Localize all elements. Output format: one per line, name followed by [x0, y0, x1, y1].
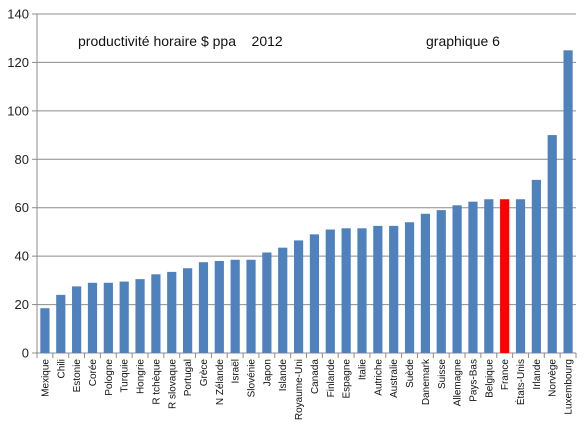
bar: [198, 262, 209, 353]
bar: [262, 252, 272, 353]
bar: [40, 308, 50, 353]
bar: [341, 228, 351, 353]
x-tick-label: Espagne: [342, 359, 353, 399]
x-tick-label: Islande: [278, 359, 289, 392]
bar: [325, 229, 335, 353]
x-tick-label: France: [500, 359, 511, 391]
bar: [547, 135, 557, 353]
y-tick-labels: 0 20 40 60 80 100 120 140: [7, 7, 29, 361]
x-tick-label: Italie: [357, 359, 368, 381]
x-tick-label: Slovénie: [247, 359, 258, 398]
x-tick-label: Turquie: [120, 359, 131, 393]
bar: [404, 222, 415, 353]
bar: [373, 225, 383, 353]
x-tick-label: Allemagne: [453, 359, 464, 407]
x-tick-label: Pays-Bas: [468, 359, 479, 402]
bars: [40, 50, 573, 353]
bar: [484, 199, 494, 353]
bar: [293, 240, 304, 353]
y-tick-label: 100: [7, 103, 29, 118]
x-tick-label: R tchèque: [151, 359, 162, 405]
bar: [119, 281, 129, 353]
x-tick-label: Autriche: [373, 359, 384, 396]
chart-annotation-label: graphique 6: [426, 33, 500, 49]
chart-annotation-title: productivité horaire $ ppa 2012: [78, 33, 283, 49]
x-tick-label: Mexique: [40, 359, 51, 397]
bar: [357, 228, 367, 353]
x-tick-label: Chili: [56, 359, 67, 378]
y-tick-label: 120: [7, 55, 29, 70]
gridlines: [37, 13, 576, 306]
bar: [515, 199, 526, 353]
bar: [246, 259, 256, 353]
x-tick-label: Australie: [389, 359, 400, 398]
x-tick-label: États-Unis: [514, 359, 527, 405]
x-tick-label: Canada: [310, 359, 321, 394]
y-tick-label: 0: [22, 346, 29, 361]
bar: [183, 268, 193, 353]
bar: [531, 179, 541, 353]
bar: [278, 247, 288, 353]
x-tick-label: N Zélande: [215, 359, 226, 406]
bar: [151, 274, 161, 353]
x-tick-label: Grèce: [199, 359, 210, 387]
y-tick-label: 140: [7, 7, 29, 22]
x-tick-label: Corée: [88, 359, 99, 387]
bar: [135, 279, 145, 353]
axes: [32, 13, 577, 358]
x-tick-label: Finlande: [326, 359, 337, 398]
bar: [309, 234, 320, 353]
x-tick-label: Portugal: [183, 359, 194, 396]
x-tick-label: Israël: [231, 359, 242, 383]
bar: [452, 205, 462, 353]
bar: [56, 294, 66, 353]
x-tick-label: Hongrie: [136, 359, 147, 394]
bar: [563, 50, 573, 353]
x-tick-label: Suisse: [437, 359, 448, 389]
x-tick-labels: Mexique Chili Estonie Corée Pologne Turquie Ho…: [40, 358, 574, 420]
y-tick-label: 80: [15, 152, 29, 167]
bar: [389, 225, 399, 353]
bar: [103, 282, 113, 353]
x-tick-label: Suède: [405, 359, 416, 388]
x-tick-label: Royaume-Uni: [294, 359, 305, 420]
x-tick-label: Norvège: [548, 359, 559, 397]
y-tick-label: 40: [15, 249, 29, 264]
bar: [214, 260, 224, 353]
x-tick-label: Belgique: [484, 359, 495, 398]
bar: [230, 259, 240, 353]
x-tick-label: Danemark: [421, 358, 432, 405]
x-tick-label: Irlande: [532, 359, 543, 390]
bar: [436, 210, 446, 353]
bar: [87, 282, 98, 353]
y-tick-label: 60: [15, 200, 29, 215]
bar: [167, 271, 177, 353]
x-tick-label: Luxembourg: [564, 359, 575, 415]
x-tick-label: Estonie: [72, 359, 83, 393]
bar: [420, 213, 430, 353]
x-tick-label: Japon: [262, 359, 273, 386]
bar: [500, 199, 510, 353]
x-tick-label: Pologne: [104, 359, 115, 396]
bar: [72, 286, 82, 353]
bar: [468, 201, 478, 353]
y-tick-label: 20: [15, 297, 29, 312]
x-tick-label: R slovaque: [167, 359, 178, 409]
